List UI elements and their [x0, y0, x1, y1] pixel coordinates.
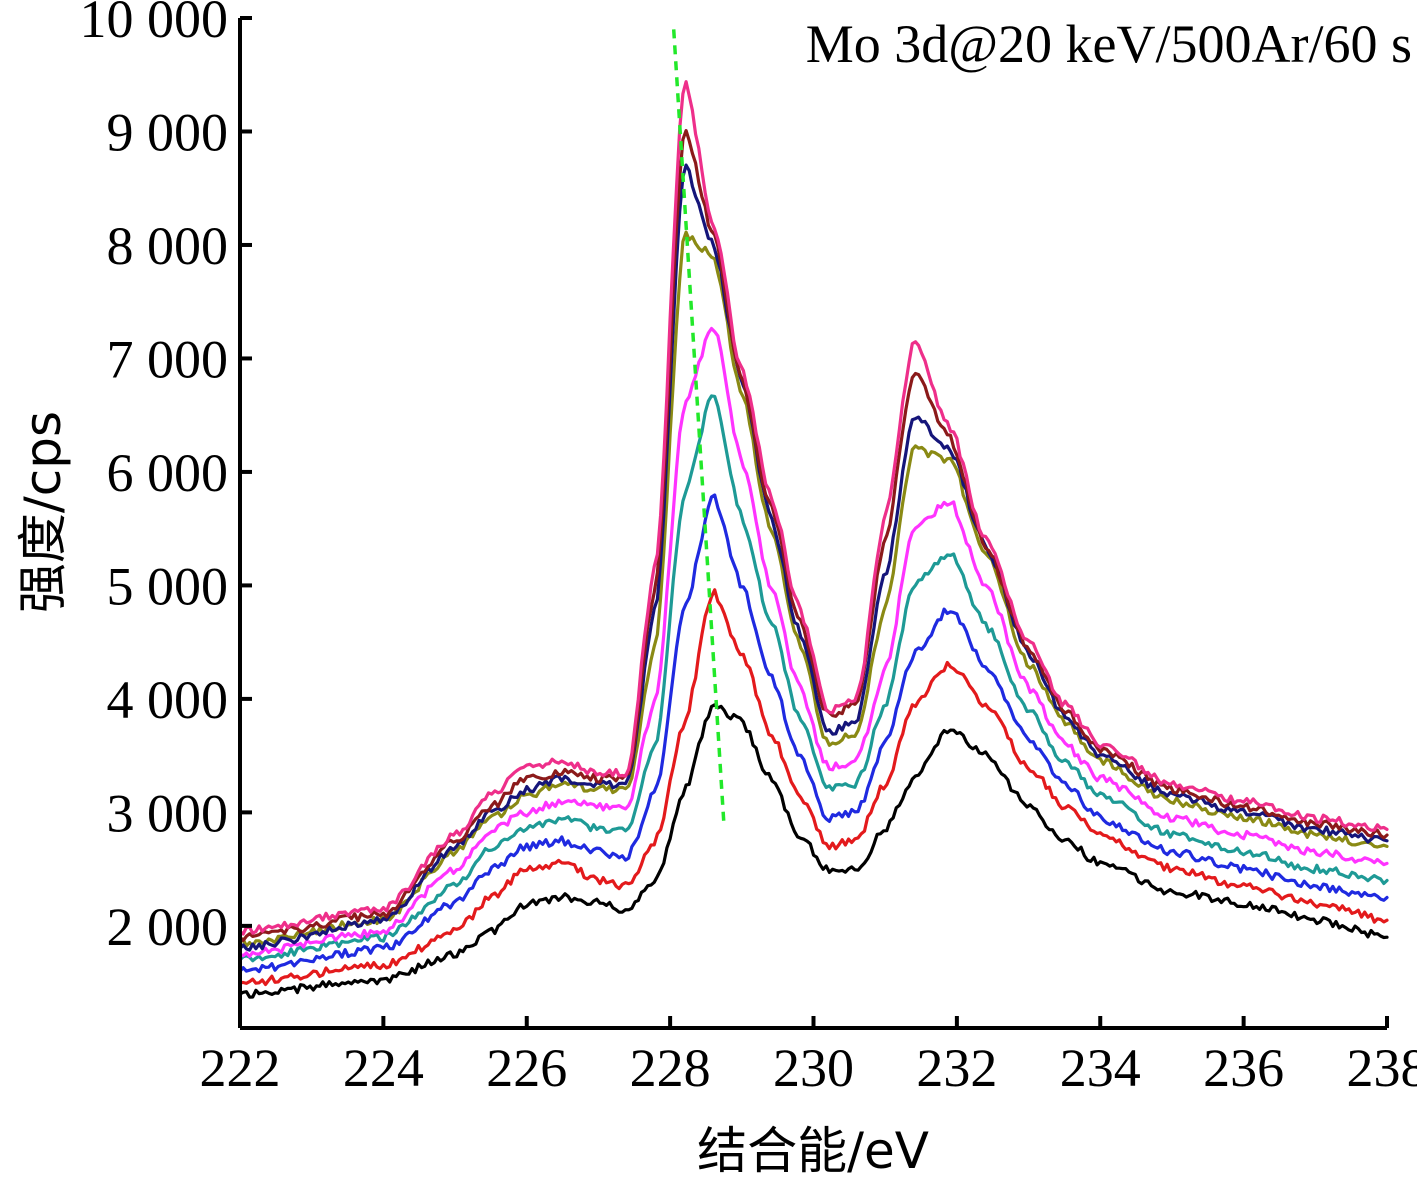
- series-line-8: [238, 129, 1389, 943]
- y-tick-label-10000: 10 000: [80, 0, 229, 49]
- y-tick-label-7000: 7 000: [107, 329, 229, 389]
- x-tick-label-230: 230: [773, 1038, 854, 1098]
- x-tick-label-234: 234: [1060, 1038, 1141, 1098]
- series-line-9: [238, 80, 1389, 936]
- y-tick-label-2000: 2 000: [107, 897, 229, 957]
- series-line-3: [238, 493, 1389, 974]
- y-tick-label-9000: 9 000: [107, 102, 229, 162]
- series-line-1: [238, 703, 1389, 999]
- x-tick-label-232: 232: [916, 1038, 997, 1098]
- x-tick-label-224: 224: [343, 1038, 424, 1098]
- series-line-5: [238, 326, 1389, 958]
- x-tick-label-228: 228: [630, 1038, 711, 1098]
- series-layer: [238, 80, 1389, 999]
- reference-dashed-line: [671, 29, 726, 824]
- y-axis-title: 强度/cps: [14, 411, 72, 613]
- y-tick-label-3000: 3 000: [107, 783, 229, 843]
- series-line-7: [238, 163, 1389, 952]
- reference-line-layer: [671, 29, 726, 824]
- x-tick-label-222: 222: [200, 1038, 281, 1098]
- chart-annotation: Mo 3d@20 keV/500Ar/60 s: [806, 14, 1412, 74]
- x-tick-label-226: 226: [486, 1038, 567, 1098]
- y-tick-label-6000: 6 000: [107, 443, 229, 503]
- x-tick-label-238: 238: [1347, 1038, 1417, 1098]
- series-line-2: [238, 588, 1389, 987]
- y-tick-label-8000: 8 000: [107, 216, 229, 276]
- series-line-6: [238, 230, 1389, 948]
- x-tick-label-236: 236: [1203, 1038, 1284, 1098]
- tick-layer: 222 224 226 228 230 232 234 236 238 2 000 3 000 4 0…: [80, 0, 1417, 1098]
- y-tick-label-5000: 5 000: [107, 556, 229, 616]
- series-line-4: [238, 394, 1389, 963]
- x-axis-title: 结合能/eV: [697, 1122, 929, 1180]
- y-tick-label-4000: 4 000: [107, 670, 229, 730]
